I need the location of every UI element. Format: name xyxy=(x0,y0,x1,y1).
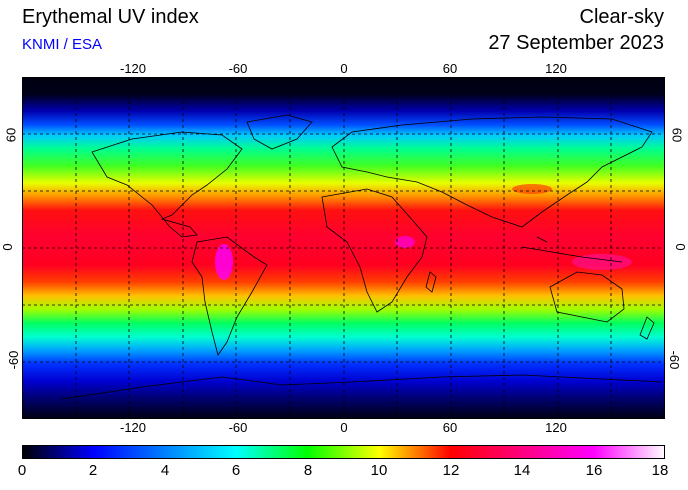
sky-mode: Clear-sky xyxy=(579,6,664,28)
lat-label-right-1: 60 xyxy=(669,127,685,143)
madagascar-coast xyxy=(425,271,437,293)
uv-hotspot-africa xyxy=(395,236,415,248)
graticule xyxy=(22,77,665,419)
lon-label-top-5: 120 xyxy=(545,61,567,76)
lon-label-top-3: 0 xyxy=(340,61,348,76)
map-title: Erythemal UV index xyxy=(22,6,199,28)
north-america-coast xyxy=(91,131,243,238)
colorbar-tick-16: 16 xyxy=(585,462,603,479)
colorbar-tick-8: 8 xyxy=(303,462,313,479)
colorbar-fill xyxy=(22,445,665,459)
lat-label-right-3: -60 xyxy=(667,350,683,370)
uv-hotspot-andes xyxy=(215,244,233,280)
colorbar-tick-14: 14 xyxy=(513,462,531,479)
colorbar-tick-2: 2 xyxy=(88,462,98,479)
lat-label-left-1: 60 xyxy=(3,127,19,143)
map-date: 27 September 2023 xyxy=(488,32,664,54)
africa-coast xyxy=(321,188,428,313)
uv-hotspot-maritime xyxy=(572,254,632,270)
eurasia-coast xyxy=(331,116,653,228)
colorbar-tick-10: 10 xyxy=(370,462,388,479)
uv-index-map xyxy=(22,77,665,419)
lat-label-left-3: -60 xyxy=(5,350,21,370)
south-america-coast xyxy=(191,236,268,356)
uv-hotspot-tibet xyxy=(512,184,552,194)
australia-coast xyxy=(549,271,625,323)
uv-colorbar xyxy=(22,445,665,459)
colorbar-tick-6: 6 xyxy=(231,462,241,479)
lat-label-right-2: 0 xyxy=(672,243,688,251)
greenland-coast xyxy=(246,114,313,150)
lon-label-bottom-2: -60 xyxy=(228,420,248,435)
colorbar-tick-12: 12 xyxy=(442,462,460,479)
map-frame xyxy=(22,77,665,419)
lon-label-bottom-1: -120 xyxy=(119,420,147,435)
lon-label-top-2: -60 xyxy=(228,61,248,76)
colorbar-tick-18: 18 xyxy=(651,462,669,479)
lon-label-bottom-4: 60 xyxy=(442,420,458,435)
lon-label-top-4: 60 xyxy=(442,61,458,76)
colorbar-tick-4: 4 xyxy=(160,462,170,479)
new-zealand-coast xyxy=(639,316,655,340)
antarctica-coast xyxy=(61,374,663,400)
indonesia-coast xyxy=(521,236,623,263)
lon-label-bottom-3: 0 xyxy=(340,420,348,435)
lon-label-top-1: -120 xyxy=(119,61,147,76)
colorbar-tick-0: 0 xyxy=(17,462,27,479)
lon-label-bottom-5: 120 xyxy=(545,420,567,435)
coastlines xyxy=(61,114,663,400)
colorbar-frame xyxy=(22,445,665,459)
data-source: KNMI / ESA xyxy=(22,36,103,53)
lat-label-left-2: 0 xyxy=(0,243,16,251)
